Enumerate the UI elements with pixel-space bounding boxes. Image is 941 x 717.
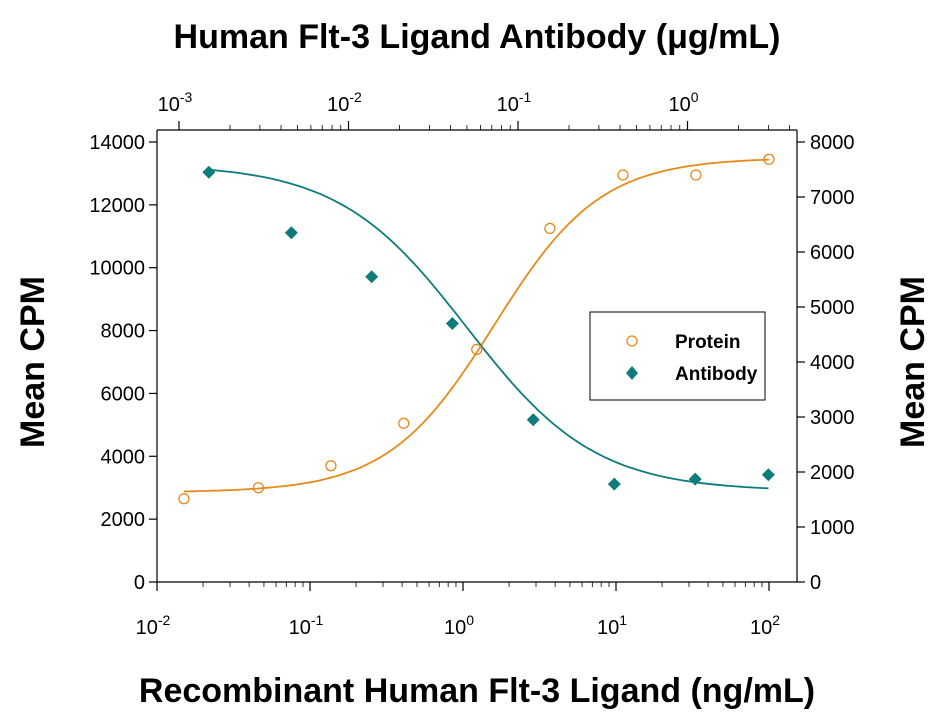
fit-curves [183, 158, 770, 493]
protein-point [471, 343, 483, 356]
antibody-point [284, 226, 298, 240]
y-axis-title-left: Mean CPM [14, 276, 52, 448]
data-points [178, 153, 775, 505]
protein-point [398, 417, 410, 429]
y-left-tick-label: 6000 [101, 383, 146, 405]
y-left-tick-label: 14000 [89, 132, 145, 154]
protein-point [617, 169, 629, 181]
protein-point [763, 153, 775, 165]
protein-point [690, 169, 702, 181]
y-right-tick-label: 1000 [810, 517, 855, 539]
x-top-tick-label: 10-3 [158, 89, 193, 116]
y-left-tick-label: 10000 [89, 258, 145, 280]
antibody-point [607, 477, 621, 491]
protein-fit-curve [183, 158, 770, 493]
y-axis-title-right: Mean CPM [894, 276, 932, 448]
y-left-tick-label: 4000 [101, 446, 146, 468]
x-axis-title: Recombinant Human Flt-3 Ligand (ng/mL) [139, 672, 815, 710]
antibody-point [526, 413, 540, 427]
y-right-tick-label: 3000 [810, 407, 855, 429]
legend-antibody-label: Antibody [675, 364, 758, 385]
x-top-tick-label: 100 [668, 89, 698, 116]
y-left-tick-label: 0 [134, 572, 145, 594]
x-top-tick-label: 10-1 [497, 89, 532, 116]
protein-point [544, 222, 556, 235]
legend-antibody-marker [626, 366, 638, 380]
y-left-tick-label: 12000 [89, 195, 145, 217]
antibody-point [202, 165, 216, 179]
x-bottom-tick-label: 10-2 [136, 612, 171, 639]
y-left-tick-label: 2000 [101, 509, 146, 531]
y-left-tick-label: 8000 [101, 321, 146, 343]
legend-protein-marker [626, 335, 638, 347]
y-right-tick-label: 4000 [810, 352, 855, 374]
protein-point [325, 460, 337, 472]
antibody-fit-curve [208, 168, 769, 490]
legend: Protein Antibody [589, 311, 766, 401]
x-bottom-tick-label: 102 [750, 612, 780, 639]
x-top-tick-label: 10-2 [327, 89, 362, 116]
y-right-tick-label: 5000 [810, 297, 855, 319]
y-right-tick-label: 2000 [810, 462, 855, 484]
y-right-tick-label: 7000 [810, 187, 855, 209]
protein-point [252, 482, 265, 494]
x-bottom-tick-label: 10-1 [289, 612, 324, 639]
y-right-tick-label: 6000 [810, 242, 855, 264]
antibody-point [445, 317, 459, 330]
antibody-point [761, 468, 775, 482]
x-bottom-tick-label: 101 [597, 612, 627, 639]
antibody-point [365, 270, 379, 284]
y-right-tick-label: 8000 [810, 132, 855, 154]
y-right-tick-label: 0 [810, 572, 821, 594]
antibody-point [688, 472, 702, 486]
protein-point [178, 493, 190, 505]
x-bottom-tick-label: 100 [444, 612, 474, 639]
chart-title: Human Flt-3 Ligand Antibody (μg/mL) [174, 18, 781, 56]
legend-protein-label: Protein [675, 332, 740, 353]
legend-box [589, 311, 766, 401]
